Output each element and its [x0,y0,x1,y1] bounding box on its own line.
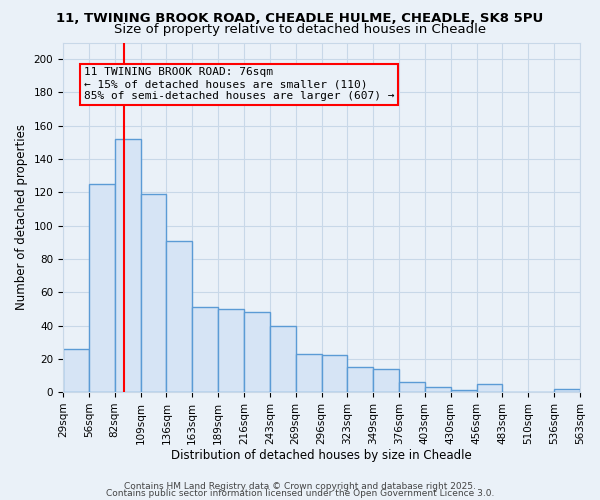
Bar [218,309,244,392]
Bar [140,194,166,392]
Text: 11 TWINING BROOK ROAD: 76sqm
← 15% of detached houses are smaller (110)
85% of s: 11 TWINING BROOK ROAD: 76sqm ← 15% of de… [84,68,394,100]
Text: Contains HM Land Registry data © Crown copyright and database right 2025.: Contains HM Land Registry data © Crown c… [124,482,476,491]
Bar [192,307,218,392]
Text: 11, TWINING BROOK ROAD, CHEADLE HULME, CHEADLE, SK8 5PU: 11, TWINING BROOK ROAD, CHEADLE HULME, C… [56,12,544,26]
Bar [270,326,296,392]
Bar [476,384,502,392]
Bar [244,312,270,392]
Bar [373,369,399,392]
Bar [347,367,373,392]
Bar [451,390,476,392]
Bar [399,382,425,392]
Bar [554,389,580,392]
Bar [296,354,322,392]
Bar [115,139,140,392]
Bar [89,184,115,392]
Bar [63,349,89,392]
Text: Contains public sector information licensed under the Open Government Licence 3.: Contains public sector information licen… [106,488,494,498]
X-axis label: Distribution of detached houses by size in Cheadle: Distribution of detached houses by size … [171,450,472,462]
Text: Size of property relative to detached houses in Cheadle: Size of property relative to detached ho… [114,22,486,36]
Bar [166,240,192,392]
Y-axis label: Number of detached properties: Number of detached properties [15,124,28,310]
Bar [425,387,451,392]
Bar [322,356,347,392]
